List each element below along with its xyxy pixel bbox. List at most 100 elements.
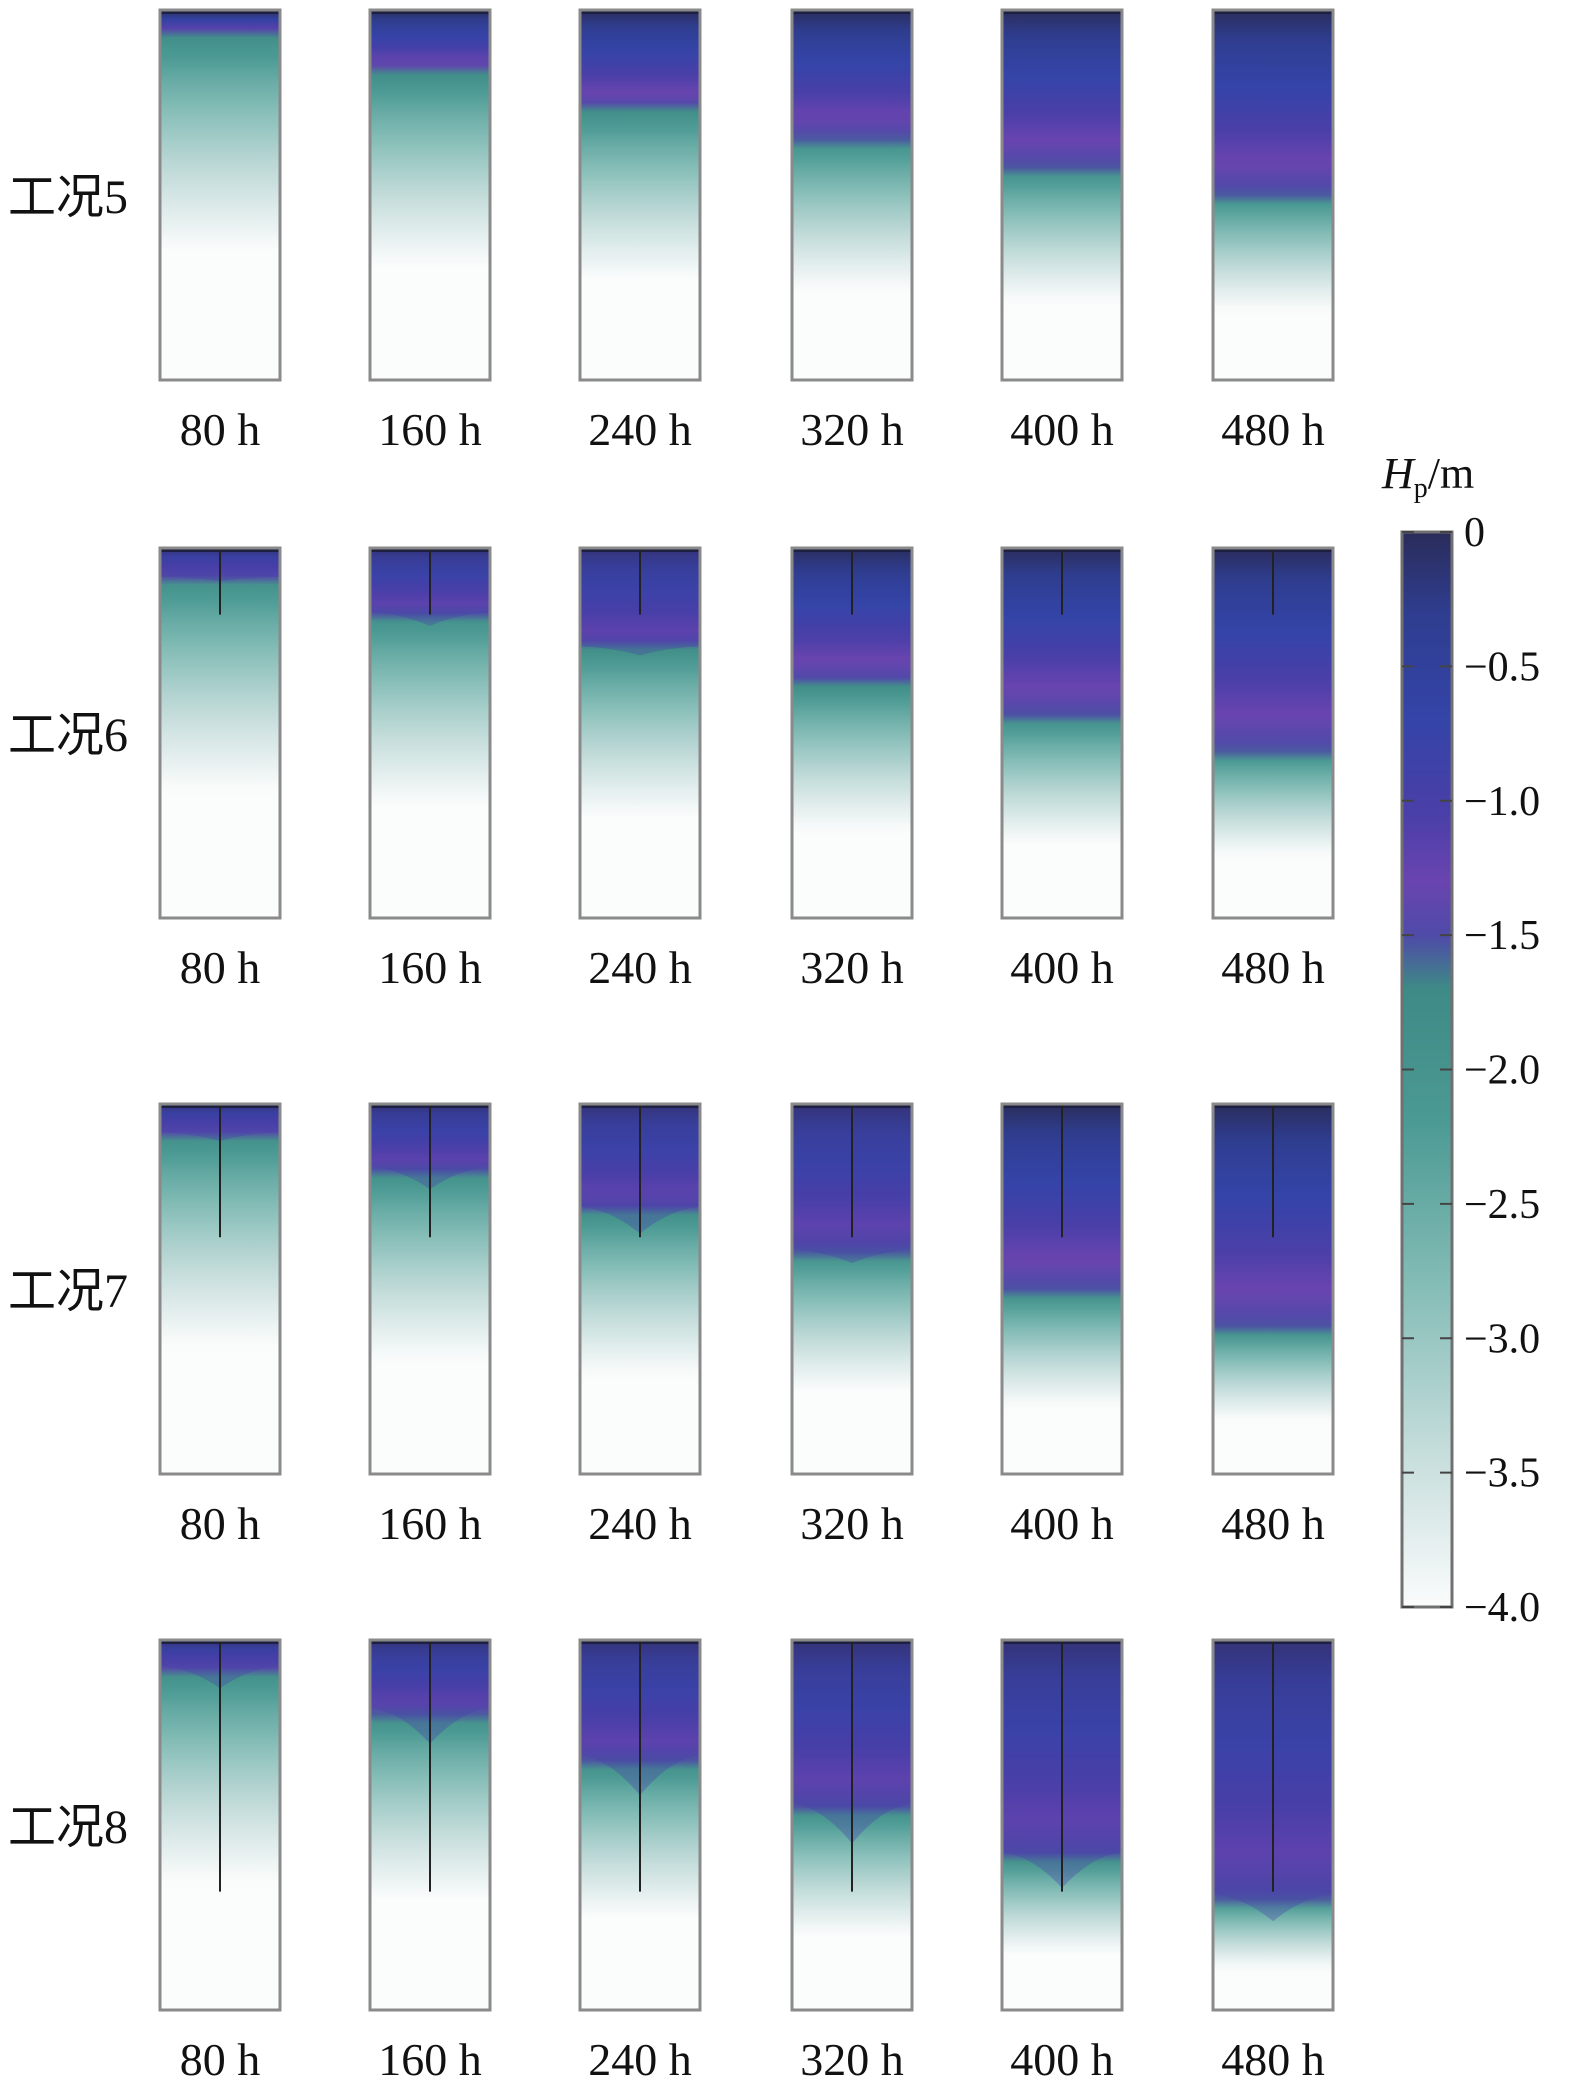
heatmap-panel: 240 h: [578, 546, 702, 993]
colorbar-tick-label: −2.0: [1464, 1048, 1540, 1094]
heatmap-panel: 240 h: [578, 1638, 702, 2078]
panel-frame: [1211, 546, 1335, 920]
heatmap-panel: 80 h: [158, 8, 282, 455]
time-label: 160 h: [378, 404, 482, 455]
heatmap-panel: 320 h: [790, 1102, 914, 1549]
colorbar-tick-label: −3.0: [1464, 1316, 1540, 1362]
heatmap-panel: 400 h: [1000, 546, 1124, 993]
panel-frame: [368, 1638, 492, 2012]
heatmap-field: [792, 10, 912, 380]
case-row: 工况6 80 h 160 h 240 h 320 h 400 h 480 h: [8, 546, 1335, 993]
heatmap-panel: 480 h: [1211, 1102, 1335, 1549]
panel-frame: [790, 8, 914, 382]
panel-frame: [1000, 546, 1124, 920]
time-label: 240 h: [588, 1498, 692, 1549]
colorbar-tick-label: −2.5: [1464, 1182, 1540, 1228]
panel-frame: [578, 546, 702, 920]
time-label: 400 h: [1010, 1498, 1114, 1549]
time-label: 160 h: [378, 1498, 482, 1549]
heatmap-field: [1002, 10, 1122, 380]
heatmap-panel: 80 h: [158, 546, 282, 993]
time-label: 480 h: [1221, 1498, 1325, 1549]
heatmap-panel: 80 h: [158, 1102, 282, 1549]
time-label: 80 h: [180, 404, 261, 455]
panel-frame: [368, 546, 492, 920]
heatmap-field: [1213, 10, 1333, 380]
case-label: 工况6: [8, 709, 128, 762]
panel-frame: [790, 1638, 914, 2012]
time-label: 480 h: [1221, 2034, 1325, 2078]
surface-band: [792, 10, 912, 14]
time-label: 80 h: [180, 1498, 261, 1549]
surface-band: [1213, 10, 1333, 14]
time-label: 240 h: [588, 2034, 692, 2078]
time-label: 480 h: [1221, 942, 1325, 993]
panel-frame: [1211, 1102, 1335, 1476]
surface-band: [160, 10, 280, 14]
heatmap-panel: 400 h: [1000, 1638, 1124, 2078]
colorbar-title-sub: p: [1414, 473, 1428, 504]
time-label: 240 h: [588, 942, 692, 993]
heatmap-panel: 400 h: [1000, 8, 1124, 455]
panel-frame: [158, 546, 282, 920]
case-label: 工况8: [8, 1801, 128, 1854]
heatmap-panel: 160 h: [368, 546, 492, 993]
heatmap-panel: 400 h: [1000, 1102, 1124, 1549]
panel-frame: [158, 1102, 282, 1476]
colorbar: 0 −0.5 −1.0 −1.5 −2.0 −2.5 −3.0 −3.5 −4.0 Hp/m: [1381, 449, 1540, 1631]
time-label: 160 h: [378, 2034, 482, 2078]
panel-frame: [368, 8, 492, 382]
time-label: 400 h: [1010, 2034, 1114, 2078]
heatmap-panel: 160 h: [368, 1102, 492, 1549]
panel-frame: [1211, 8, 1335, 382]
heatmap-panel: 320 h: [790, 8, 914, 455]
heatmap-field: [580, 10, 700, 380]
time-label: 400 h: [1010, 942, 1114, 993]
colorbar-tick-label: 0: [1464, 510, 1485, 556]
heatmap-panel: 320 h: [790, 546, 914, 993]
time-label: 160 h: [378, 942, 482, 993]
panel-frame: [368, 1102, 492, 1476]
colorbar-title: Hp/m: [1381, 449, 1474, 504]
colorbar-tick-label: −1.0: [1464, 779, 1540, 825]
colorbar-tick-label: −0.5: [1464, 644, 1540, 690]
heatmap-panel: 240 h: [578, 8, 702, 455]
heatmap-panel: 480 h: [1211, 1638, 1335, 2078]
case-row: 工况5 80 h 160 h 240 h 320 h 400 h 480 h: [8, 8, 1335, 455]
time-label: 320 h: [800, 1498, 904, 1549]
time-label: 80 h: [180, 2034, 261, 2078]
case-label: 工况5: [8, 171, 128, 224]
case-row: 工况8 80 h 160 h 240 h 320 h 400 h 480 h: [8, 1638, 1335, 2078]
panel-frame: [578, 1638, 702, 2012]
time-label: 320 h: [800, 2034, 904, 2078]
panel-frame: [1000, 1102, 1124, 1476]
case-row: 工况7 80 h 160 h 240 h 320 h 400 h 480 h: [8, 1102, 1335, 1549]
heatmap-panel: 320 h: [790, 1638, 914, 2078]
surface-band: [580, 10, 700, 14]
heatmap-panel: 480 h: [1211, 546, 1335, 993]
heatmap-panel: 160 h: [368, 8, 492, 455]
time-label: 480 h: [1221, 404, 1325, 455]
panel-frame: [1000, 8, 1124, 382]
panel-frame: [790, 546, 914, 920]
surface-band: [1002, 10, 1122, 14]
surface-band: [370, 10, 490, 14]
heatmap-field: [370, 10, 490, 380]
panel-frame: [578, 8, 702, 382]
colorbar-title-var: H: [1381, 449, 1416, 498]
colorbar-tick-label: −1.5: [1464, 913, 1540, 959]
panel-frame: [790, 1102, 914, 1476]
time-label: 320 h: [800, 404, 904, 455]
heatmap-panel: 240 h: [578, 1102, 702, 1549]
colorbar-title-unit: /m: [1428, 449, 1474, 498]
time-label: 320 h: [800, 942, 904, 993]
panel-frame: [158, 1638, 282, 2012]
heatmap-panel: 80 h: [158, 1638, 282, 2078]
time-label: 80 h: [180, 942, 261, 993]
time-label: 400 h: [1010, 404, 1114, 455]
panel-grid: 工况5 80 h 160 h 240 h 320 h 400 h 480 h 工况6 80 h 1…: [8, 8, 1335, 2078]
colorbar-tick-label: −3.5: [1464, 1451, 1540, 1497]
panel-frame: [1000, 1638, 1124, 2012]
panel-frame: [158, 8, 282, 382]
